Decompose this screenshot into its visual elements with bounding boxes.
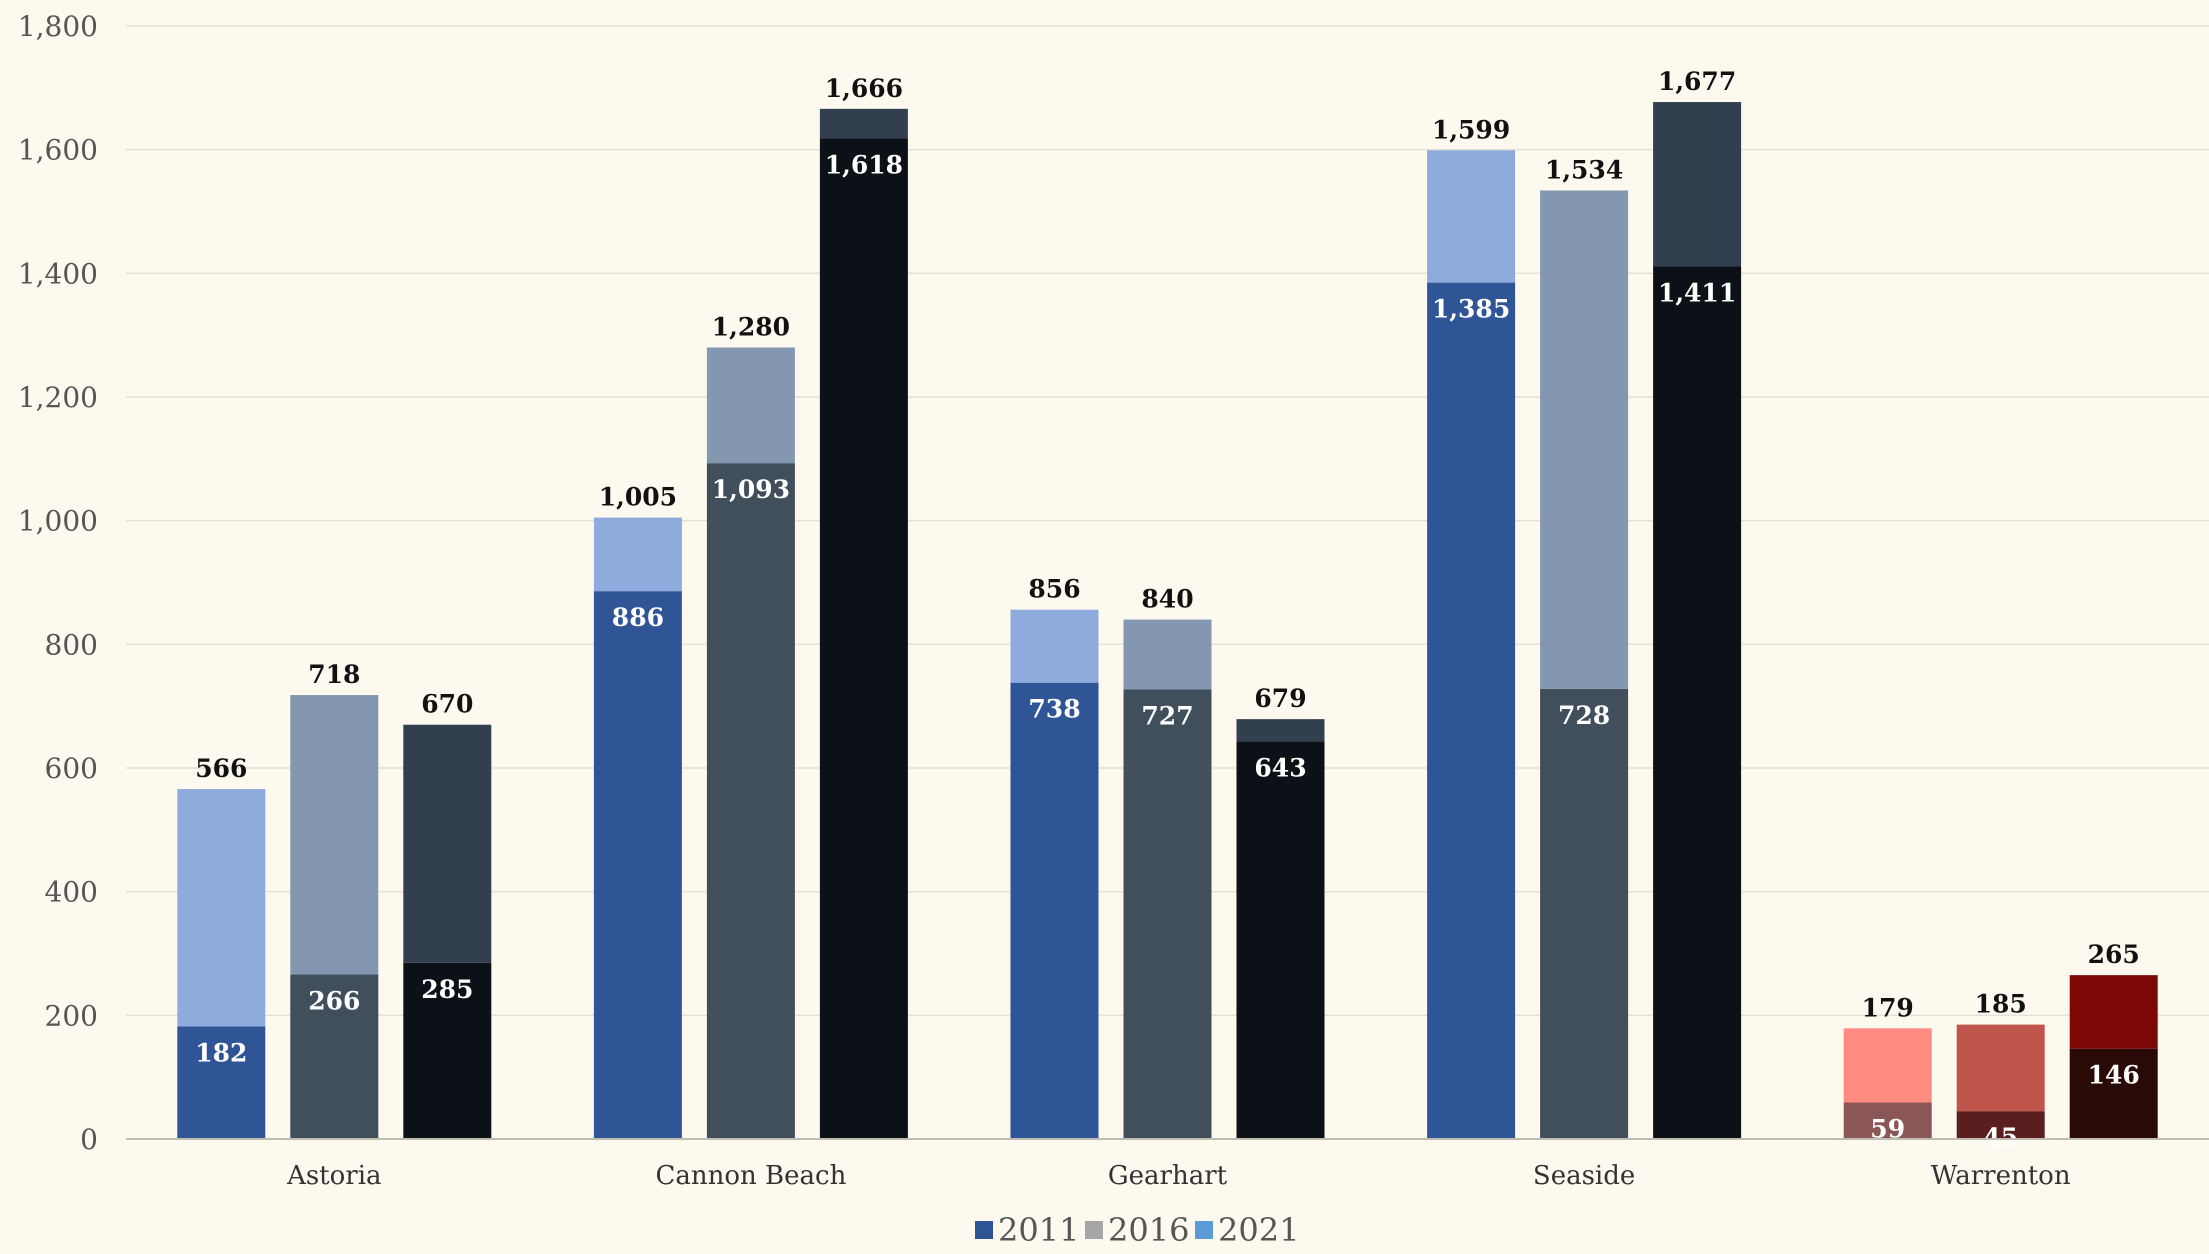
y-tick-label: 1,000 xyxy=(18,505,98,538)
bar-base-label: 1,411 xyxy=(1658,279,1736,308)
bar-base-label: 728 xyxy=(1558,701,1610,730)
y-tick-label: 800 xyxy=(45,628,98,661)
bar-base-label: 285 xyxy=(421,975,473,1004)
y-tick-label: 600 xyxy=(45,752,98,785)
bar-segment-base xyxy=(1236,741,1325,1139)
bar-total-label: 1,666 xyxy=(825,74,903,103)
bar-segment-base xyxy=(593,591,682,1139)
x-axis: Astoria Cannon Beach Gearhart Seaside Warren… xyxy=(126,1138,2209,1191)
bar-base-label: 1,093 xyxy=(712,475,790,504)
legend-swatch xyxy=(1085,1221,1103,1239)
bar-segment-top xyxy=(177,789,266,1027)
bar-total-label: 670 xyxy=(421,690,473,719)
bar-segment-top xyxy=(1843,1028,1932,1103)
bar-total-label: 265 xyxy=(2088,940,2140,969)
legend-label: 2016 xyxy=(1108,1211,1189,1249)
bar-base-label: 738 xyxy=(1028,695,1080,724)
bar-segment-base xyxy=(706,463,795,1140)
bar-total-label: 566 xyxy=(195,754,247,783)
legend-label: 2011 xyxy=(998,1211,1079,1249)
legend: 2011 2016 2021 xyxy=(975,1211,1299,1249)
bar-base-label: 182 xyxy=(195,1038,247,1067)
bar-base-label: 643 xyxy=(1254,753,1306,782)
bar-segment-base xyxy=(1010,682,1099,1139)
x-category-label: Astoria xyxy=(286,1161,381,1191)
bar-base-label: 1,385 xyxy=(1432,295,1510,324)
y-axis: 0 200 400 600 800 1,000 1,200 1,400 1,600 1,800 xyxy=(18,10,98,1156)
bar-segment-top xyxy=(1653,102,1742,267)
data-labels: 566 182 718 266 670 285 1,005 886 1,280 1,093 1,66… xyxy=(195,67,2140,1152)
bar-segment-top xyxy=(1010,609,1099,683)
x-category-label: Cannon Beach xyxy=(655,1161,846,1191)
bar-total-label: 1,005 xyxy=(599,483,677,512)
bar-base-label: 45 xyxy=(1983,1123,2018,1152)
bar-base-label: 1,618 xyxy=(825,151,903,180)
bar-segment-base xyxy=(290,974,379,1139)
x-category-label: Warrenton xyxy=(1931,1161,2071,1191)
bar-total-label: 840 xyxy=(1141,585,1193,614)
bar-segment-top xyxy=(819,108,908,139)
y-tick-label: 400 xyxy=(45,876,98,909)
bar-segment-base xyxy=(1427,282,1516,1139)
bar-total-label: 1,534 xyxy=(1545,155,1623,184)
bar-total-label: 185 xyxy=(1975,990,2027,1019)
bar-segment-base xyxy=(1653,266,1742,1139)
bar-base-label: 146 xyxy=(2088,1061,2140,1090)
y-tick-label: 200 xyxy=(45,999,98,1032)
legend-swatch xyxy=(1195,1221,1213,1239)
bar-segment-base xyxy=(2069,1048,2158,1139)
bar-base-label: 266 xyxy=(308,987,360,1016)
bars xyxy=(177,102,2158,1140)
bar-base-label: 886 xyxy=(612,603,664,632)
bar-total-label: 1,599 xyxy=(1432,115,1510,144)
bar-segment-top xyxy=(403,724,492,963)
bar-segment-top xyxy=(1236,719,1325,742)
legend-swatch xyxy=(975,1221,993,1239)
legend-label: 2021 xyxy=(1218,1211,1299,1249)
bar-total-label: 1,677 xyxy=(1658,67,1736,96)
y-tick-label: 1,200 xyxy=(18,381,98,414)
bar-total-label: 679 xyxy=(1254,684,1306,713)
bar-segment-base xyxy=(403,962,492,1139)
bar-segment-top xyxy=(2069,975,2158,1049)
bar-total-label: 718 xyxy=(308,660,360,689)
bar-total-label: 856 xyxy=(1028,575,1080,604)
bar-base-label: 727 xyxy=(1141,701,1193,730)
x-category-label: Gearhart xyxy=(1108,1161,1228,1191)
bar-segment-base xyxy=(819,138,908,1139)
bar-segment-base xyxy=(1956,1111,2045,1139)
bar-segment-base xyxy=(1123,689,1212,1139)
y-tick-label: 1,600 xyxy=(18,134,98,167)
bar-segment-top xyxy=(706,347,795,464)
bar-segment-top xyxy=(1123,619,1212,690)
bar-total-label: 179 xyxy=(1862,993,1914,1022)
y-tick-label: 1,800 xyxy=(18,10,98,43)
bar-segment-base xyxy=(177,1026,266,1139)
x-category-label: Seaside xyxy=(1533,1161,1635,1191)
bar-segment-base xyxy=(1843,1102,1932,1139)
bar-segment-top xyxy=(1540,190,1629,689)
bar-segment-top xyxy=(593,517,682,592)
bar-segment-top xyxy=(290,695,379,975)
bar-segment-base xyxy=(1540,688,1629,1139)
y-tick-label: 0 xyxy=(80,1123,98,1156)
bar-total-label: 1,280 xyxy=(712,313,790,342)
bar-segment-top xyxy=(1427,150,1516,283)
y-tick-label: 1,400 xyxy=(18,257,98,290)
bar-segment-top xyxy=(1956,1024,2045,1112)
